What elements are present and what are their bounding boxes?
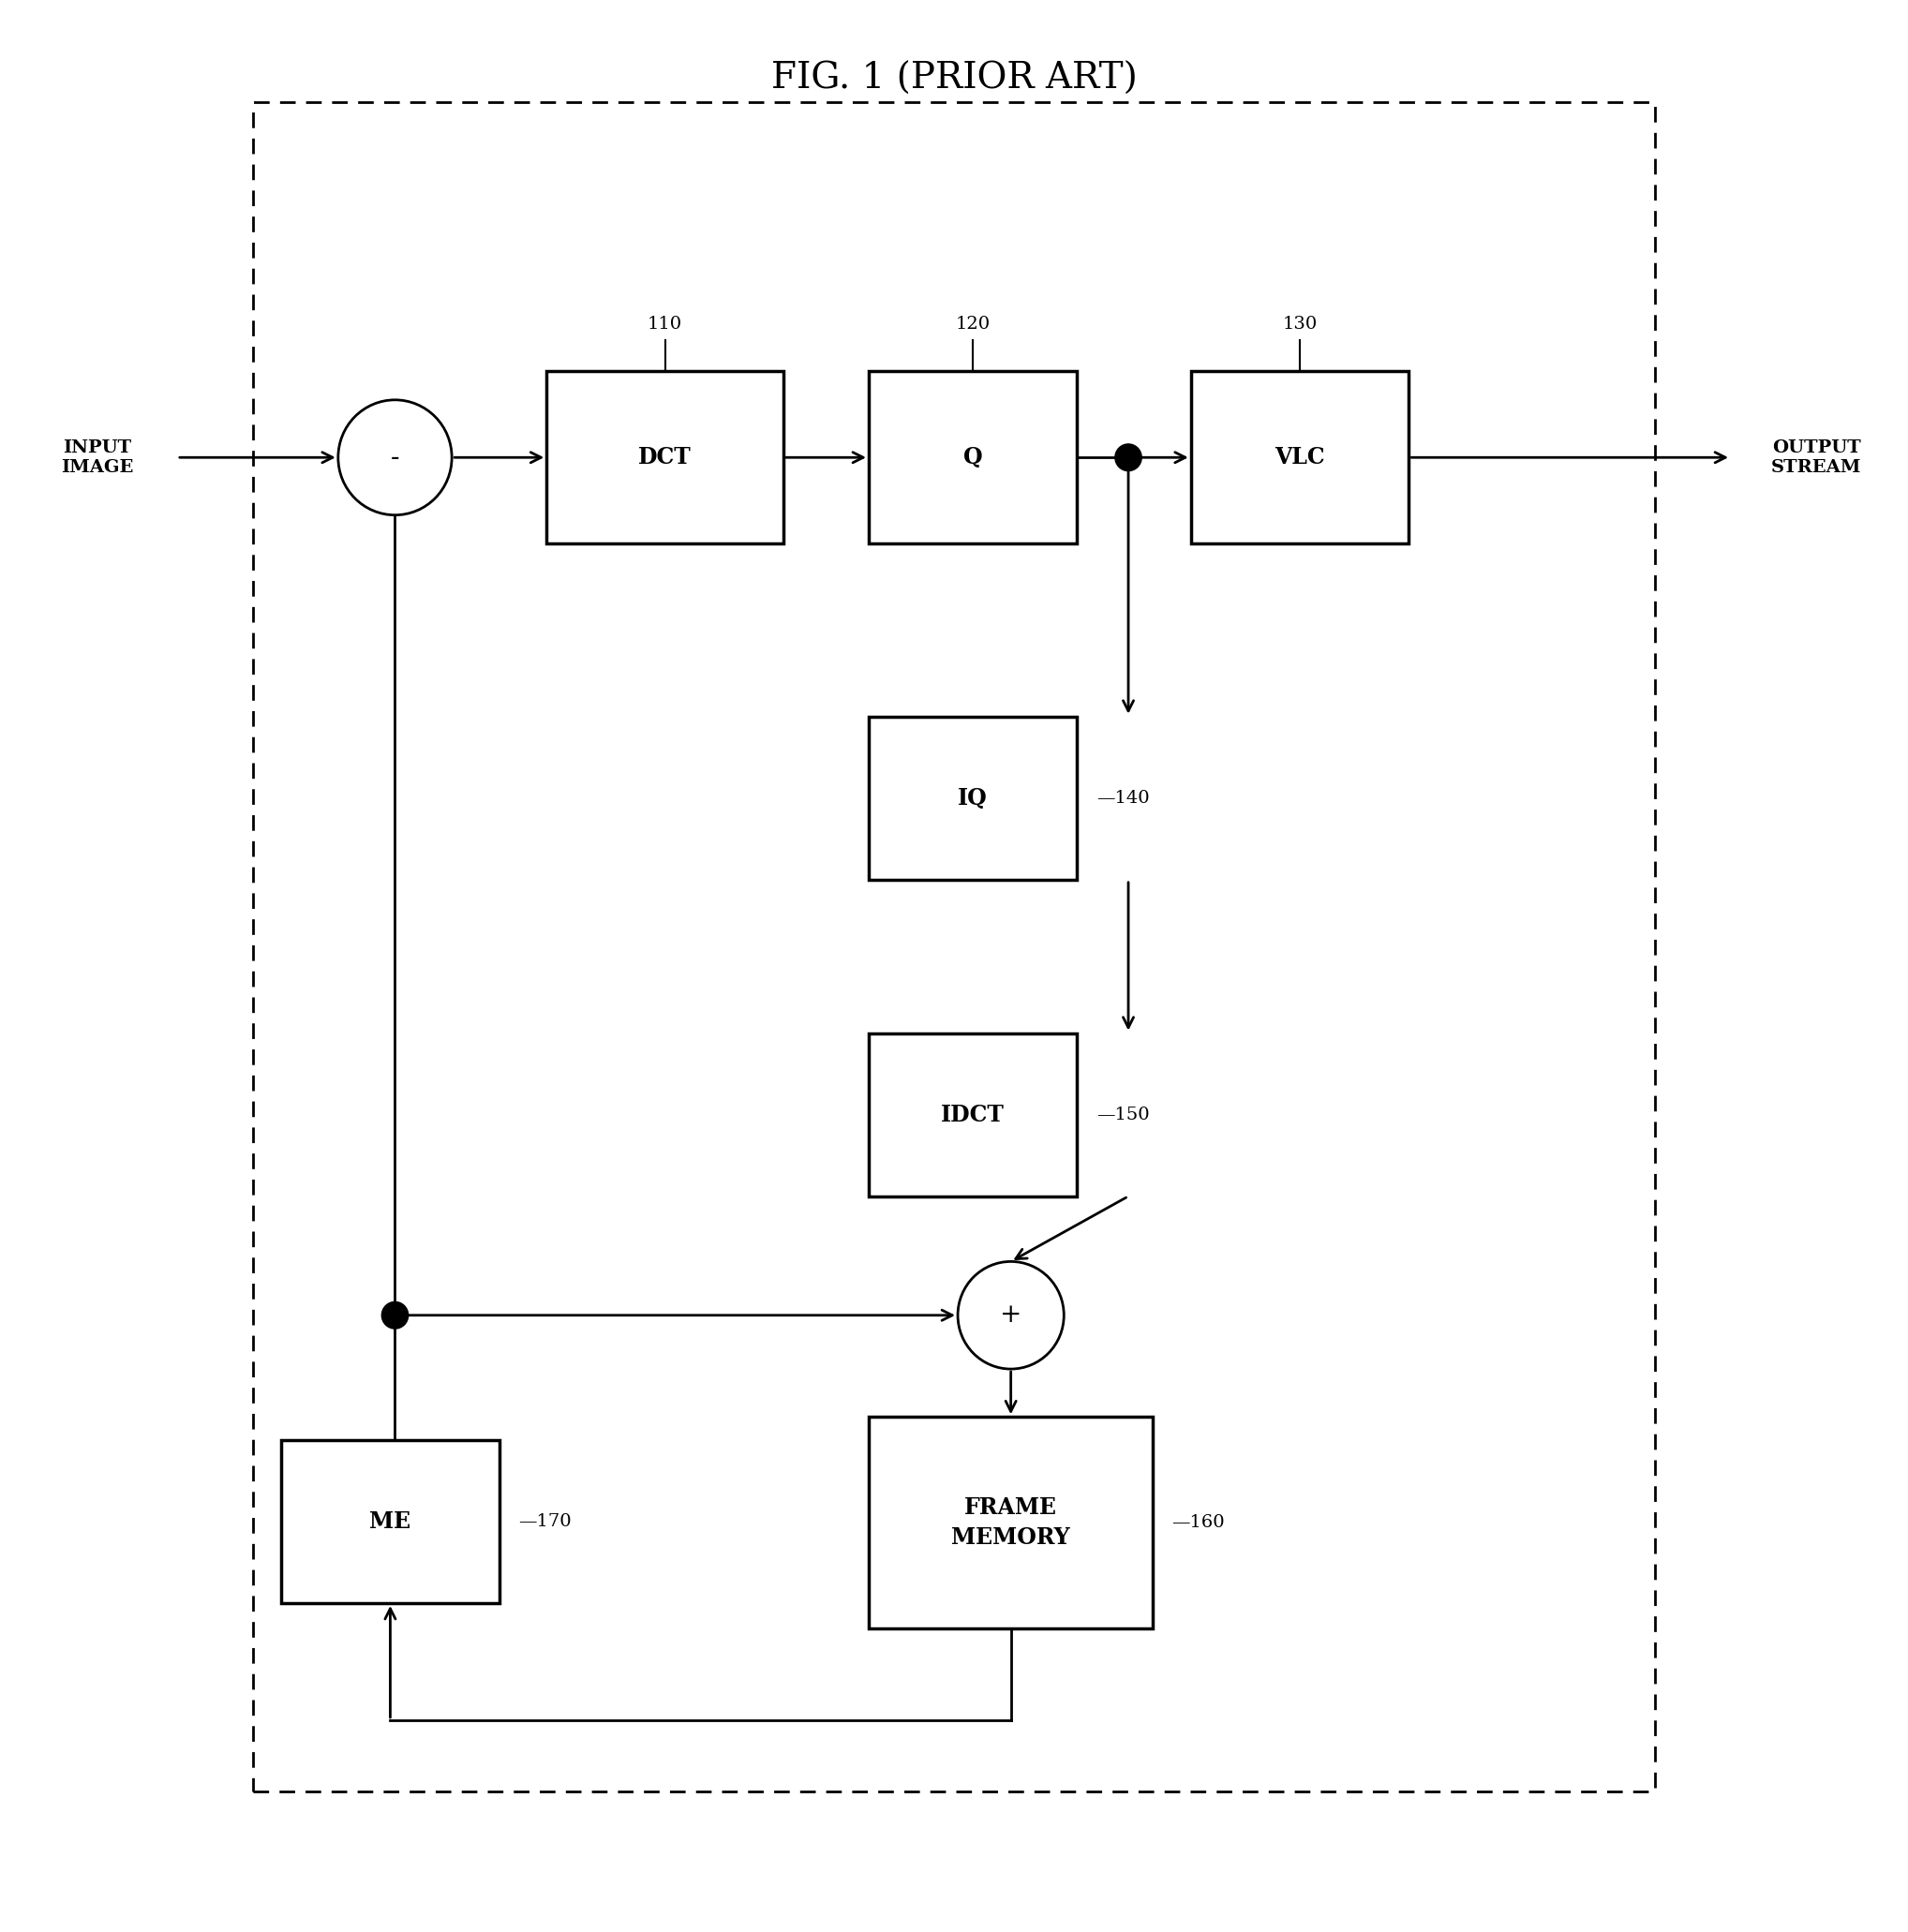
Text: IQ: IQ — [958, 786, 988, 810]
Text: —140: —140 — [1095, 790, 1149, 806]
Text: 130: 130 — [1282, 315, 1317, 332]
Bar — [1191, 371, 1408, 543]
Bar — [868, 717, 1078, 879]
Bar — [280, 1439, 500, 1604]
Text: 120: 120 — [956, 315, 990, 332]
Text: —170: —170 — [519, 1513, 570, 1530]
Circle shape — [382, 1302, 408, 1329]
Text: INPUT
IMAGE: INPUT IMAGE — [61, 439, 134, 475]
Bar — [254, 102, 1654, 1791]
Text: 110: 110 — [647, 315, 683, 332]
Circle shape — [958, 1262, 1065, 1370]
Text: FIG. 1 (PRIOR ART): FIG. 1 (PRIOR ART) — [771, 62, 1137, 97]
Bar — [546, 371, 784, 543]
Text: OUTPUT
STREAM: OUTPUT STREAM — [1771, 439, 1862, 475]
Text: DCT: DCT — [639, 446, 691, 469]
Circle shape — [338, 400, 452, 516]
Text: +: + — [1000, 1302, 1023, 1327]
Bar — [868, 371, 1078, 543]
Bar — [868, 1416, 1152, 1629]
Text: —160: —160 — [1172, 1515, 1225, 1530]
Text: -: - — [391, 444, 399, 469]
Circle shape — [1114, 444, 1141, 471]
Text: —150: —150 — [1095, 1107, 1149, 1122]
Text: ME: ME — [370, 1511, 410, 1532]
Text: VLC: VLC — [1275, 446, 1324, 469]
Text: IDCT: IDCT — [941, 1103, 1006, 1126]
Text: Q: Q — [964, 446, 983, 469]
Text: FRAME
MEMORY: FRAME MEMORY — [952, 1497, 1070, 1549]
Bar — [868, 1034, 1078, 1196]
